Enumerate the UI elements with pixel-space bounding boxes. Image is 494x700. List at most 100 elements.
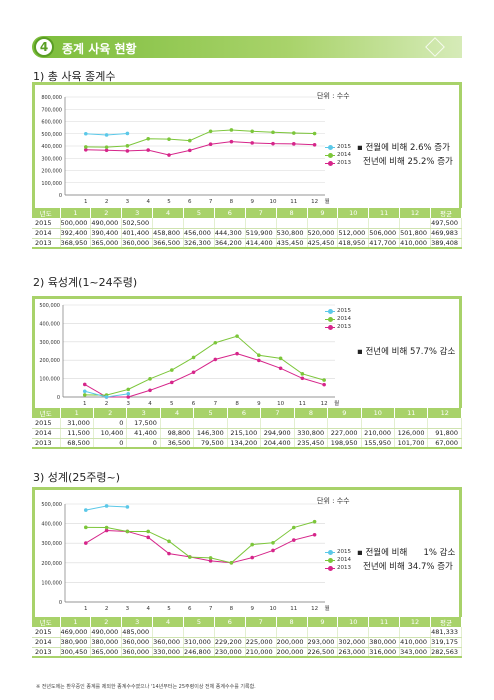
table-header-cell: 7 — [260, 408, 295, 418]
table-header-cell: 4 — [152, 208, 184, 218]
table-cell: 501,800 — [399, 228, 431, 239]
table-cell: 200,000 — [276, 637, 308, 648]
table-header-cell: 7 — [245, 208, 277, 218]
x-tick-label: 6 — [188, 199, 192, 205]
x-tick-label: 9 — [250, 606, 254, 612]
table-header-cell: 평균 — [430, 208, 462, 218]
table-cell: 360,000 — [152, 637, 184, 648]
x-tick-label: 3 — [126, 199, 130, 205]
legend-item-2014: 2014 — [325, 315, 351, 323]
data-point-2013 — [146, 148, 150, 152]
x-tick-label: 5 — [170, 401, 174, 407]
table-cell: 2015 — [32, 418, 61, 429]
table-cell: 485,000 — [121, 627, 154, 638]
table-header-row: 년도 1 2 3 4 5 6 7 8 9 10 11 12 — [32, 408, 462, 418]
x-axis-label: 월 — [325, 197, 330, 205]
table-header-cell: 9 — [307, 617, 339, 627]
table-cell: 326,300 — [183, 238, 215, 249]
x-tick-label: 10 — [277, 401, 284, 407]
data-point-2014 — [126, 387, 131, 392]
table-cell: 227,000 — [327, 428, 362, 439]
legend-item-2013: 2013 — [325, 323, 351, 331]
x-tick-label: 11 — [290, 199, 297, 205]
data-point-2014 — [257, 353, 261, 358]
table-cell: 410,000 — [399, 637, 431, 648]
data-point-2013 — [271, 548, 275, 553]
data-point-2015 — [104, 395, 109, 399]
table-cell: 204,400 — [260, 438, 295, 449]
table-cell: 226,500 — [307, 647, 339, 658]
x-tick-label: 10 — [270, 199, 277, 205]
table-cell: 319,175 — [430, 637, 462, 648]
data-point-2013 — [312, 532, 317, 537]
table-cell: 360,000 — [121, 238, 154, 249]
y-tick-label: 400,000 — [39, 321, 60, 327]
table-header-cell: 3 — [121, 208, 154, 218]
data-point-2014 — [213, 340, 218, 345]
data-point-2014 — [300, 372, 305, 376]
data-point-2014 — [191, 355, 196, 360]
table-cell: 418,950 — [337, 238, 370, 249]
y-tick-label: 500,000 — [39, 303, 60, 309]
table-cell: 282,563 — [430, 647, 462, 658]
data-point-2015 — [125, 131, 130, 136]
change-notes: ▪ 전월에 비해 2.6% 증가 전년에 비해 25.2% 증가 — [357, 141, 453, 169]
change-notes: ▪ 전월에 비해 1% 감소 전년에 비해 34.7% 증가 — [357, 546, 455, 574]
table-cell — [399, 218, 431, 229]
table-header-cell: 11 — [394, 408, 429, 418]
y-tick-label: 700,000 — [41, 107, 62, 113]
table-header-cell: 5 — [193, 408, 228, 418]
note-monthly-change: ▪ 전월에 비해 1% 감소 — [357, 548, 456, 558]
table-cell — [276, 218, 308, 229]
table-cell — [152, 218, 184, 229]
data-point-2013 — [188, 148, 192, 153]
data-point-2013 — [312, 142, 317, 147]
table-cell — [245, 218, 277, 229]
table-cell — [276, 627, 308, 638]
table-header-cell: 2 — [90, 208, 123, 218]
table-row: 2014 11,500 10,400 41,400 98,800 146,300 215,1… — [32, 428, 462, 439]
data-point-2014 — [104, 145, 109, 149]
chart-legend: 2015 2014 2013 — [325, 143, 351, 167]
table-cell — [327, 418, 362, 429]
table-row: 2015 31,000 0 17,500 — [32, 418, 462, 429]
table-header-cell: 2 — [93, 408, 128, 418]
table-cell: 0 — [93, 438, 128, 449]
table-cell — [260, 418, 295, 429]
table-cell: 497,500 — [430, 218, 462, 229]
table-header-cell: 년도 — [32, 408, 61, 418]
table-cell: 210,000 — [245, 647, 277, 658]
table-cell: 380,900 — [60, 637, 92, 648]
data-point-2013 — [84, 148, 88, 152]
table-cell: 200,000 — [276, 647, 308, 658]
x-tick-label: 2 — [105, 199, 109, 205]
table-header-cell: 12 — [427, 408, 462, 418]
table-header-cell: 년도 — [32, 617, 61, 627]
table-header-cell: 년도 — [32, 208, 61, 218]
table-cell: 502,500 — [121, 218, 154, 229]
chart-panel-growing: 0 100,000 200,000 300,000 400,000 500,000 1 2 3 4… — [32, 296, 462, 408]
table-header-cell: 3 — [121, 617, 154, 627]
table-cell — [294, 418, 329, 429]
table-cell: 364,200 — [214, 238, 246, 249]
data-point-2014 — [292, 131, 296, 135]
data-point-2014 — [271, 541, 275, 545]
y-tick-label: 300,000 — [41, 156, 62, 162]
y-tick-label: 500,000 — [41, 132, 62, 138]
data-point-2014 — [170, 368, 174, 372]
table-cell — [361, 418, 396, 429]
table-cell: 310,000 — [183, 637, 215, 648]
table-cell: 469,000 — [60, 627, 92, 638]
chart-panel-total: 0 100,000 200,000 300,000 400,000 500,000 600,… — [32, 82, 462, 208]
table-cell — [183, 627, 215, 638]
x-tick-label: 9 — [250, 199, 254, 205]
chart-legend: 2015 2014 2013 — [325, 307, 351, 331]
table-header-cell: 8 — [276, 208, 308, 218]
table-cell: 10,400 — [93, 428, 128, 439]
data-point-2013 — [148, 388, 152, 393]
table-cell: 67,000 — [427, 438, 462, 449]
table-header-cell: 4 — [152, 617, 184, 627]
data-point-2014 — [104, 525, 109, 530]
